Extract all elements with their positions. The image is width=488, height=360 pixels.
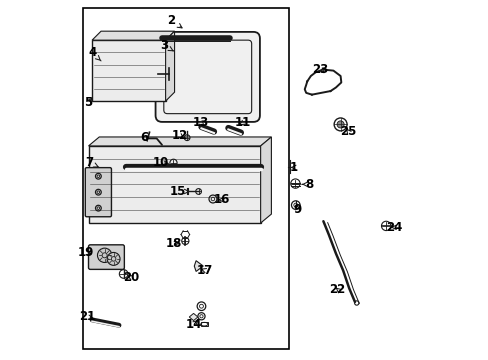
Bar <box>201 322 207 326</box>
Polygon shape <box>260 137 271 223</box>
Text: 4: 4 <box>88 46 101 61</box>
Polygon shape <box>88 137 271 146</box>
Text: 2: 2 <box>166 14 182 28</box>
Text: 22: 22 <box>329 283 345 296</box>
Text: 23: 23 <box>312 63 328 76</box>
Text: 21: 21 <box>79 310 95 324</box>
Text: 3: 3 <box>160 39 173 52</box>
Polygon shape <box>165 31 174 101</box>
Text: 9: 9 <box>293 203 301 216</box>
Text: 14: 14 <box>185 318 202 331</box>
Text: 8: 8 <box>302 178 312 191</box>
Polygon shape <box>92 40 165 101</box>
Text: 7: 7 <box>85 156 99 169</box>
Polygon shape <box>189 314 198 320</box>
Text: 11: 11 <box>234 116 251 129</box>
Bar <box>83 8 289 348</box>
Text: 16: 16 <box>214 193 230 206</box>
Text: 12: 12 <box>171 129 188 142</box>
Text: 18: 18 <box>165 237 182 250</box>
Polygon shape <box>92 31 174 40</box>
Polygon shape <box>88 146 260 223</box>
Circle shape <box>97 248 112 262</box>
Text: 17: 17 <box>197 264 213 277</box>
FancyBboxPatch shape <box>155 32 260 122</box>
Text: 24: 24 <box>386 221 402 234</box>
Text: 15: 15 <box>170 185 189 198</box>
FancyBboxPatch shape <box>88 245 124 269</box>
Circle shape <box>107 252 120 265</box>
Text: 5: 5 <box>83 96 92 109</box>
Circle shape <box>336 121 344 128</box>
Text: 13: 13 <box>192 116 208 129</box>
Text: 20: 20 <box>123 271 140 284</box>
Text: 19: 19 <box>78 246 94 259</box>
Text: 6: 6 <box>141 131 149 144</box>
Text: 1: 1 <box>289 161 298 174</box>
FancyBboxPatch shape <box>85 168 111 217</box>
Polygon shape <box>194 261 203 271</box>
Text: 10: 10 <box>153 156 169 169</box>
Text: 25: 25 <box>340 125 356 138</box>
